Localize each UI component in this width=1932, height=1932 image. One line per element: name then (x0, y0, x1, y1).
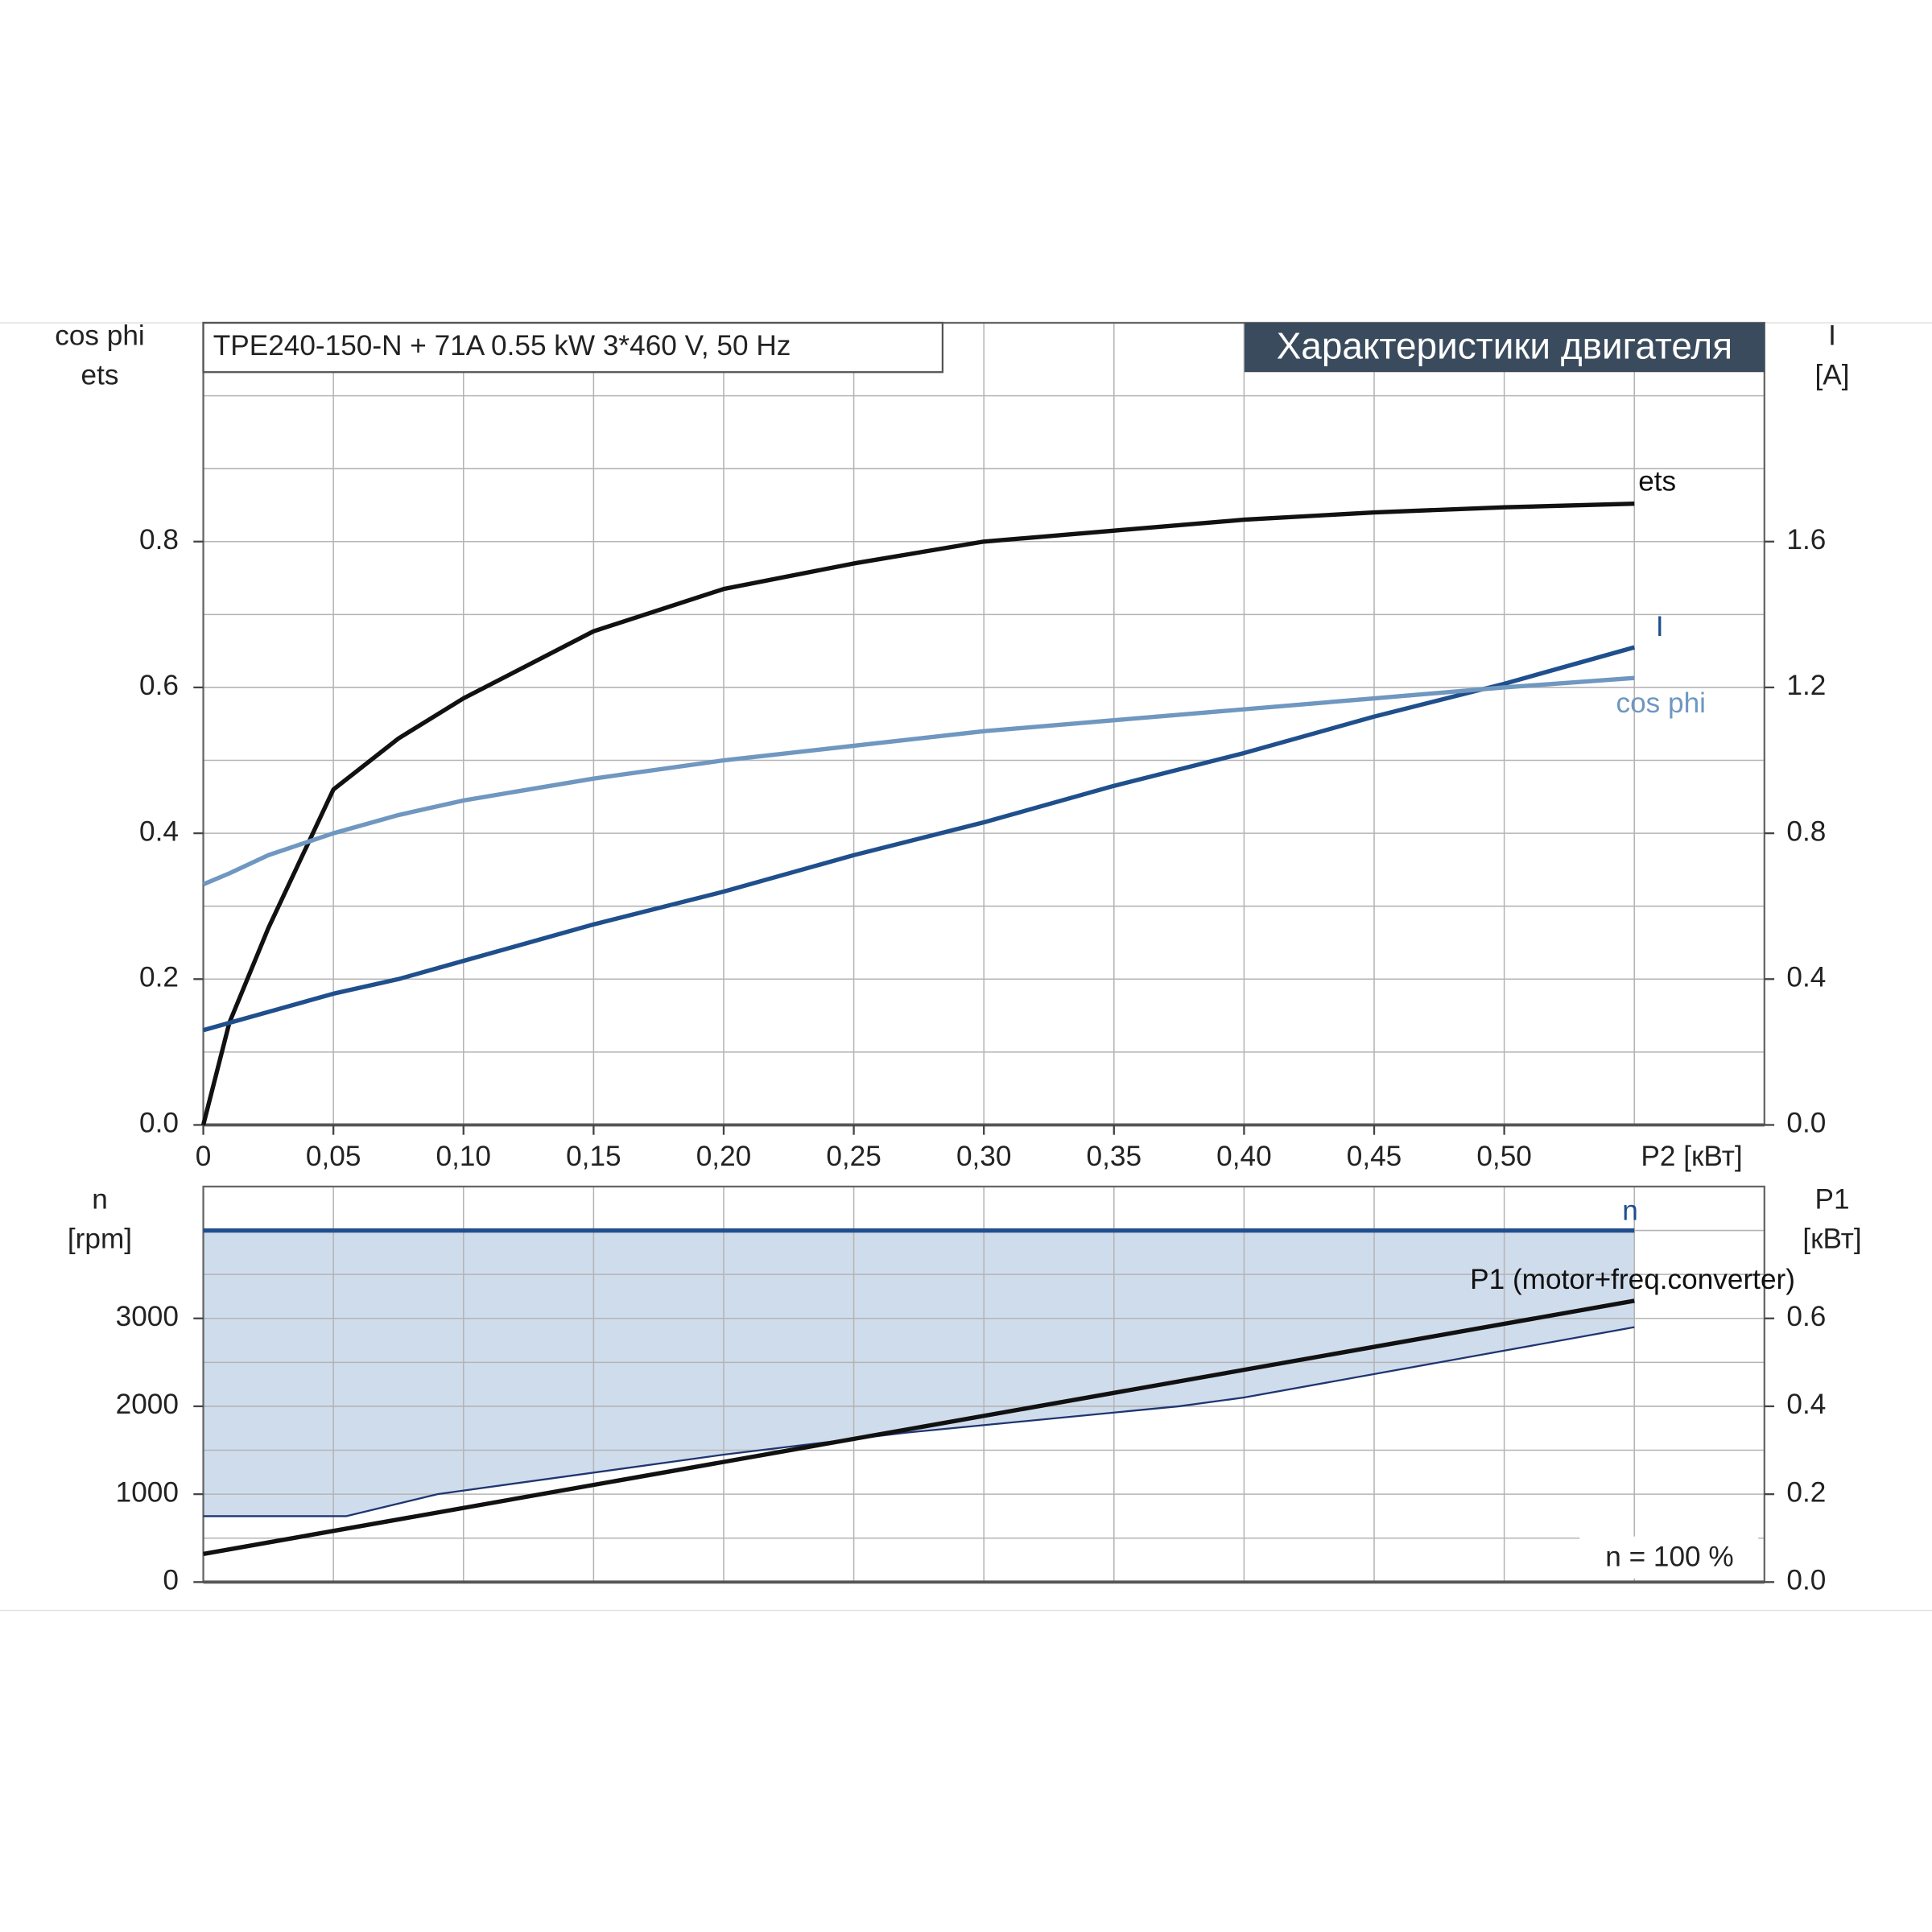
y-tick-label: 0.0 (139, 1108, 179, 1139)
y-tick-label: 3000 (116, 1301, 179, 1332)
y-tick-label: 0.8 (139, 524, 179, 555)
x-tick-label: 0,50 (1476, 1141, 1532, 1172)
x-tick-label: 0,05 (306, 1141, 361, 1172)
x-tick-label: 0,10 (436, 1141, 492, 1172)
series-line (200, 501, 1635, 1126)
chart-title: TPE240-150-N + 71A 0.55 kW 3*460 V, 50 H… (213, 330, 791, 361)
y-tick-label: 0.4 (139, 815, 179, 847)
series-line (202, 675, 1635, 886)
y2-axis-label: [A] (1815, 360, 1850, 391)
series-label: cos phi (1616, 687, 1707, 719)
y-axis-label: cos phi (55, 320, 145, 352)
y2-tick-label: 0.6 (1786, 1301, 1826, 1332)
y-axis-label: ets (81, 360, 119, 391)
y-axis-label: [rpm] (68, 1224, 132, 1255)
band-area (203, 1230, 1635, 1517)
title-box (202, 321, 944, 374)
y2-axis-label: P1 (1814, 1184, 1849, 1216)
x-tick-label: 0,30 (956, 1141, 1012, 1172)
y-tick-label: 0.2 (139, 962, 179, 993)
y2-tick-label: 1.2 (1786, 670, 1826, 701)
y-tick-label: 2000 (116, 1389, 179, 1420)
y-axis-label: n (92, 1184, 108, 1216)
y2-tick-label: 0.2 (1786, 1476, 1826, 1508)
x-tick-label: 0,25 (826, 1141, 881, 1172)
y-tick-label: 0.6 (139, 670, 179, 701)
y2-tick-label: 0.0 (1786, 1108, 1826, 1139)
x-tick-label: 0,15 (566, 1141, 621, 1172)
x-tick-label: 0,35 (1087, 1141, 1142, 1172)
header-box (1244, 323, 1765, 373)
series-label: ets (1638, 465, 1676, 497)
y2-axis-label: [кВт] (1802, 1224, 1861, 1255)
chart-header: Характеристики двигателя (1277, 324, 1732, 366)
x-tick-label: 0,20 (696, 1141, 752, 1172)
annotation: n = 100 % (1605, 1542, 1733, 1573)
y-tick-label: 1000 (116, 1476, 179, 1508)
y2-tick-label: 1.6 (1786, 524, 1826, 555)
series-label: n (1622, 1195, 1638, 1226)
series-line (202, 645, 1635, 1033)
y-tick-label: 0 (163, 1565, 179, 1596)
y2-axis-label: I (1828, 320, 1836, 352)
y2-tick-label: 0.0 (1786, 1565, 1826, 1596)
x-tick-label: 0,45 (1347, 1141, 1402, 1172)
series-label: P1 (motor+freq.converter) (1470, 1264, 1795, 1295)
y2-tick-label: 0.4 (1786, 962, 1826, 993)
x-tick-label: 0,40 (1216, 1141, 1272, 1172)
y2-tick-label: 0.8 (1786, 815, 1826, 847)
x-tick-label: 0 (196, 1141, 212, 1172)
x-axis-label: P2 [кВт] (1641, 1141, 1742, 1172)
annotation-box (1579, 1536, 1759, 1579)
y2-tick-label: 0.4 (1786, 1389, 1826, 1420)
series-line (203, 1298, 1635, 1557)
series-label: I (1656, 611, 1664, 642)
